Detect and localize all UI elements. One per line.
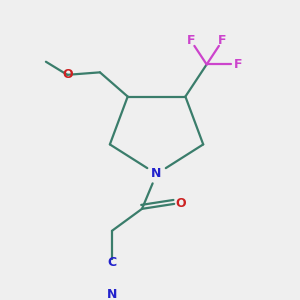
Text: F: F bbox=[187, 34, 195, 47]
Text: N: N bbox=[152, 167, 162, 181]
Text: F: F bbox=[218, 34, 227, 47]
Text: O: O bbox=[62, 68, 73, 81]
Text: F: F bbox=[234, 58, 243, 71]
Text: C: C bbox=[107, 256, 116, 269]
Text: N: N bbox=[107, 288, 117, 300]
Text: O: O bbox=[176, 197, 186, 210]
